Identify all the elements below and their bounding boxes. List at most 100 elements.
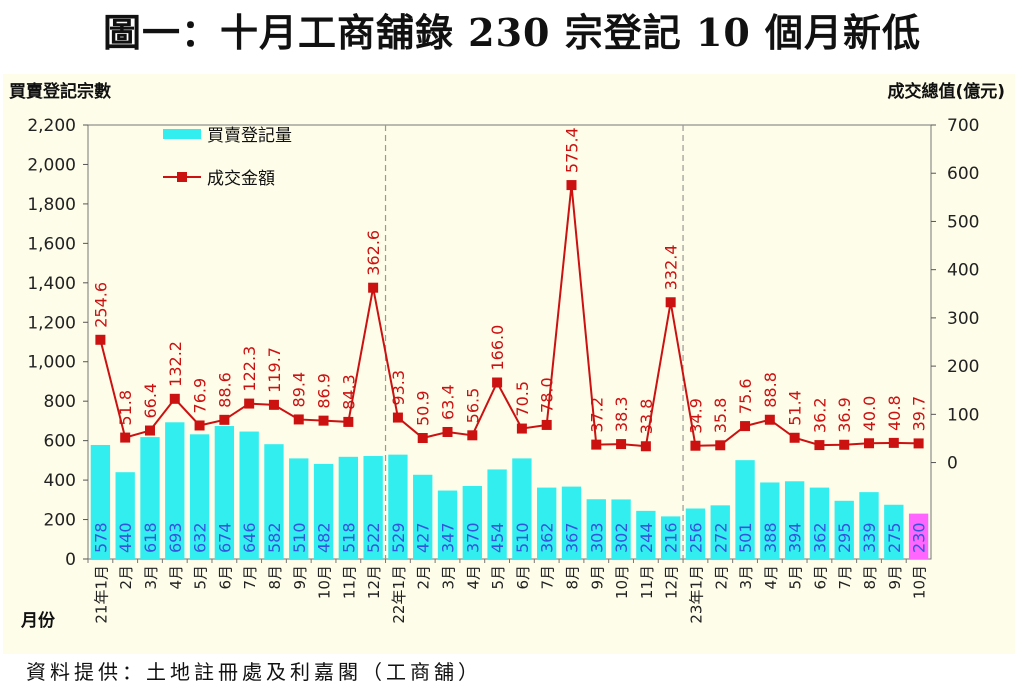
bar-value-label: 618 xyxy=(141,522,160,553)
bar-value-label: 295 xyxy=(835,522,854,553)
bar xyxy=(264,444,284,559)
x-tick-label: 2月 xyxy=(117,565,135,590)
bar xyxy=(115,472,135,559)
line-value-label: 51.4 xyxy=(786,390,805,426)
line-marker xyxy=(343,416,354,427)
bar-value-label: 632 xyxy=(191,522,210,553)
bar-value-label: 582 xyxy=(265,522,284,553)
line-marker xyxy=(368,282,379,293)
line-value-label: 37.2 xyxy=(587,397,606,433)
source-note: 資料提供：土地註冊處及利嘉閣（工商舖） xyxy=(26,660,482,684)
line-marker xyxy=(740,421,751,432)
left-tick-label: 1,400 xyxy=(27,274,76,294)
line-marker xyxy=(566,180,577,191)
bar xyxy=(165,422,185,559)
bar-value-label: 367 xyxy=(562,522,581,553)
bar-value-label: 230 xyxy=(910,522,929,553)
bar-value-label: 510 xyxy=(513,522,532,553)
line-marker xyxy=(318,415,329,426)
line-marker xyxy=(516,423,527,434)
bar-value-label: 370 xyxy=(463,522,482,553)
bar-value-label: 427 xyxy=(414,522,433,553)
plot-border xyxy=(87,124,932,560)
x-tick-label: 8月 xyxy=(563,565,581,590)
bar xyxy=(512,458,532,559)
line-marker xyxy=(95,334,106,345)
line-value-label: 93.3 xyxy=(389,370,408,406)
x-tick-label: 5月 xyxy=(489,565,507,590)
line-value-label: 40.8 xyxy=(885,395,904,431)
line-value-label: 84.3 xyxy=(339,374,358,410)
line-value-label: 88.8 xyxy=(761,372,780,408)
line-marker xyxy=(814,440,825,451)
legend-line-label: 成交金額 xyxy=(207,169,275,189)
bar-value-label: 216 xyxy=(662,522,681,553)
x-tick-label: 12月 xyxy=(365,565,383,599)
x-tick-label: 10月 xyxy=(613,565,631,599)
x-tick-label: 3月 xyxy=(737,565,755,590)
x-tick-label: 11月 xyxy=(340,565,358,599)
bar xyxy=(884,504,904,559)
x-tick-label: 3月 xyxy=(142,565,160,590)
bar xyxy=(908,513,929,559)
bar xyxy=(809,487,830,559)
line-marker xyxy=(120,432,131,443)
line-value-label: 89.4 xyxy=(290,372,309,408)
x-tick-label: 7月 xyxy=(836,565,854,590)
line-marker xyxy=(640,441,651,452)
line-value-label: 75.6 xyxy=(736,378,755,414)
x-tick-label: 6月 xyxy=(811,565,829,590)
line-value-label: 36.2 xyxy=(810,397,829,433)
line-value-label: 119.7 xyxy=(265,347,284,393)
line-marker xyxy=(839,439,850,450)
bar xyxy=(140,437,160,559)
line-marker xyxy=(665,297,676,308)
line-marker xyxy=(616,439,627,450)
line-value-label: 40.0 xyxy=(860,396,879,432)
x-tick-label: 23年1月 xyxy=(687,565,705,624)
x-tick-label: 2月 xyxy=(415,565,433,590)
y-right-axis-label: 成交總值(億元) xyxy=(887,81,1005,102)
bar-value-label: 518 xyxy=(339,522,358,553)
line-marker xyxy=(194,420,205,431)
bar-value-label: 275 xyxy=(885,522,904,553)
x-tick-label: 6月 xyxy=(216,565,234,590)
left-tick-label: 1,800 xyxy=(27,195,76,215)
y-left-axis-label: 買賣登記宗數 xyxy=(9,81,111,102)
bar xyxy=(735,460,755,559)
line-marker xyxy=(715,440,726,451)
right-tick-label: 400 xyxy=(947,261,979,281)
line-value-label: 332.4 xyxy=(662,244,681,290)
line-marker xyxy=(467,430,478,441)
bar-value-label: 244 xyxy=(637,522,656,553)
bar xyxy=(90,444,111,559)
bar xyxy=(685,508,706,559)
line-marker xyxy=(591,439,602,450)
bar-value-label: 510 xyxy=(290,522,309,553)
bar xyxy=(437,490,458,559)
bar-value-label: 347 xyxy=(439,522,458,553)
legend-bar-label: 買賣登記量 xyxy=(207,126,292,146)
line-value-label: 70.5 xyxy=(513,381,532,417)
right-tick-label: 300 xyxy=(947,309,979,329)
line-value-label: 76.9 xyxy=(191,378,210,414)
bar-value-label: 362 xyxy=(538,522,557,553)
bar-value-label: 256 xyxy=(686,522,705,553)
x-tick-label: 8月 xyxy=(861,565,879,590)
bar xyxy=(710,505,730,559)
x-tick-label: 4月 xyxy=(167,565,185,590)
x-tick-label: 4月 xyxy=(464,565,482,590)
x-tick-label: 10月 xyxy=(316,565,334,599)
line-marker xyxy=(293,414,304,425)
bar xyxy=(363,456,383,559)
legend-line-marker xyxy=(177,172,187,182)
line-value-label: 362.6 xyxy=(364,230,383,276)
left-tick-label: 2,200 xyxy=(27,116,76,136)
bar xyxy=(289,458,309,559)
bar-value-label: 454 xyxy=(488,522,507,553)
bar xyxy=(561,486,582,559)
left-tick-label: 1,200 xyxy=(27,313,76,333)
line-marker xyxy=(690,440,701,451)
line-series xyxy=(99,184,919,448)
right-tick-label: 0 xyxy=(947,454,958,474)
